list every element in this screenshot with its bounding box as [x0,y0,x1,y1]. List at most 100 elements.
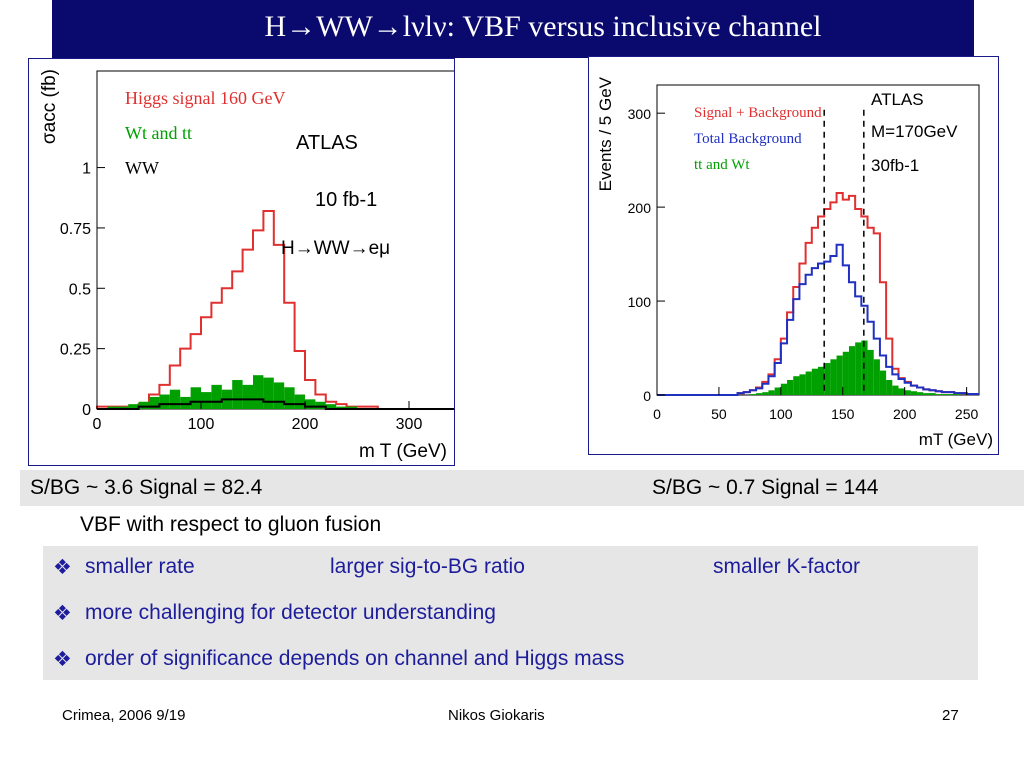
histogram-bar [948,394,955,395]
chart-annotation: 30fb-1 [871,156,919,175]
histogram-bar [107,406,118,409]
histogram-bar [273,382,285,409]
vbf-comparison-heading: VBF with respect to gluon fusion [80,513,382,536]
footer-page-number: 27 [942,707,959,724]
title-bar: H→WW→lνlν: VBF versus inclusive channel [52,0,974,58]
footer-author: Nikos Giokaris [448,707,545,724]
y-tick-label: 200 [628,200,652,216]
bullet-item: ❖ [53,555,78,580]
histogram-bar [169,389,181,409]
series-1 [657,192,979,396]
histogram-bar [954,394,961,395]
histogram-line [657,243,979,396]
histogram-bar [159,394,170,409]
histogram-bar [892,385,899,395]
legend-entry: Total Background [694,131,802,147]
histogram-bar [855,342,862,395]
histogram-bar [929,393,936,395]
histogram-bar [811,368,818,395]
x-axis-label: mT (GeV) [919,430,993,449]
histogram-bar [787,379,794,395]
right-chart-frame: 0 50 100 150 200 250 0 100 200 300 mT (GeV) Events … [588,56,999,455]
bullet-diamond-icon: ❖ [53,602,72,625]
right-chart: 0 50 100 150 200 250 0 100 200 300 mT (GeV) Events … [596,76,993,449]
series-2 [657,243,979,396]
histogram-bar [818,366,825,395]
y-tick-label: 0.75 [60,221,91,238]
histogram-bar [910,391,918,395]
histogram-line [657,192,979,396]
chart-annotation: H→WW→eμ [281,238,390,259]
chart-annotation: ATLAS [296,132,358,154]
y-axis-label: σacc (fb) [39,69,60,144]
x-tick-label: 0 [93,416,102,433]
histogram-bar [294,394,305,409]
histogram-bar [799,374,806,395]
bullet-item: ❖ [53,647,78,672]
histogram-bar [253,375,264,409]
histogram-bar [873,359,880,395]
histogram-bar [128,404,139,409]
histogram-bar [935,394,942,395]
x-tick-label: 0 [653,406,661,422]
histogram-bar [898,388,905,395]
x-tick-label: 200 [893,406,917,422]
series-2 [107,375,357,409]
histogram-bar [336,406,347,409]
left-result: S/BG ~ 3.6 Signal = 82.4 [30,476,263,499]
series-3 [97,398,454,410]
chart-annotation: M=170GeV [871,122,958,141]
histogram-bar [886,379,893,395]
histogram-bar [830,359,837,395]
y-axis-label: Events / 5 GeV [596,76,615,191]
y-tick-label: 0 [82,402,91,419]
histogram-bar [263,377,274,409]
histogram-bar [842,351,849,395]
x-tick-label: 50 [711,406,727,422]
histogram-bar [879,370,887,395]
histogram-bar [917,392,924,395]
bullet-diamond-icon: ❖ [53,556,72,579]
footer-date: Crimea, 2006 9/19 [62,707,186,724]
bullet-text-ratio: larger sig-to-BG ratio [330,555,525,578]
y-tick-label: 0.5 [69,281,91,298]
series-1 [96,210,454,410]
bullet-text-significance: order of significance depends on channel… [85,647,625,670]
histogram-bar [180,396,191,409]
histogram-bar [774,387,781,395]
histogram-bar [232,380,243,409]
histogram-bar [768,390,775,395]
legend-entry: WW [125,158,159,178]
histogram-bar [346,406,357,409]
x-tick-label: 150 [831,406,855,422]
histogram-bar [749,394,757,395]
bullet-diamond-icon: ❖ [53,648,72,671]
histogram-bar [923,393,930,395]
histogram-bar [824,363,831,395]
bullet-text-smaller-rate: smaller rate [85,555,195,578]
histogram-bar [149,396,160,409]
bullet-list: ❖ smaller rate larger sig-to-BG ratio sm… [43,546,978,680]
histogram-bar [242,384,253,409]
histogram-bar [848,346,856,395]
legend-entry: Signal + Background [694,105,822,121]
histogram-bar [762,392,769,395]
histogram-bar [315,401,326,409]
histogram-line [97,398,454,410]
slide-title: H→WW→lνlν: VBF versus inclusive channel [264,10,822,43]
histogram-bar [780,383,788,395]
x-axis-label: m T (GeV) [359,441,447,462]
histogram-bar [211,384,222,409]
histogram-bar [117,406,129,409]
histogram-bar [904,390,911,395]
histogram-bar [201,392,212,409]
bullet-text-kfactor: smaller K-factor [713,555,861,578]
x-tick-label: 100 [769,406,793,422]
histogram-bar [836,355,843,395]
y-tick-label: 0.25 [60,342,91,359]
y-tick-label: 100 [628,294,652,310]
left-chart-frame: 0 100 200 300 0 0.25 0.5 0.75 1 m T (GeV) σacc (fb… [28,58,455,466]
x-tick-label: 250 [955,406,979,422]
histogram-bar [190,387,201,409]
plot-area [96,70,454,410]
